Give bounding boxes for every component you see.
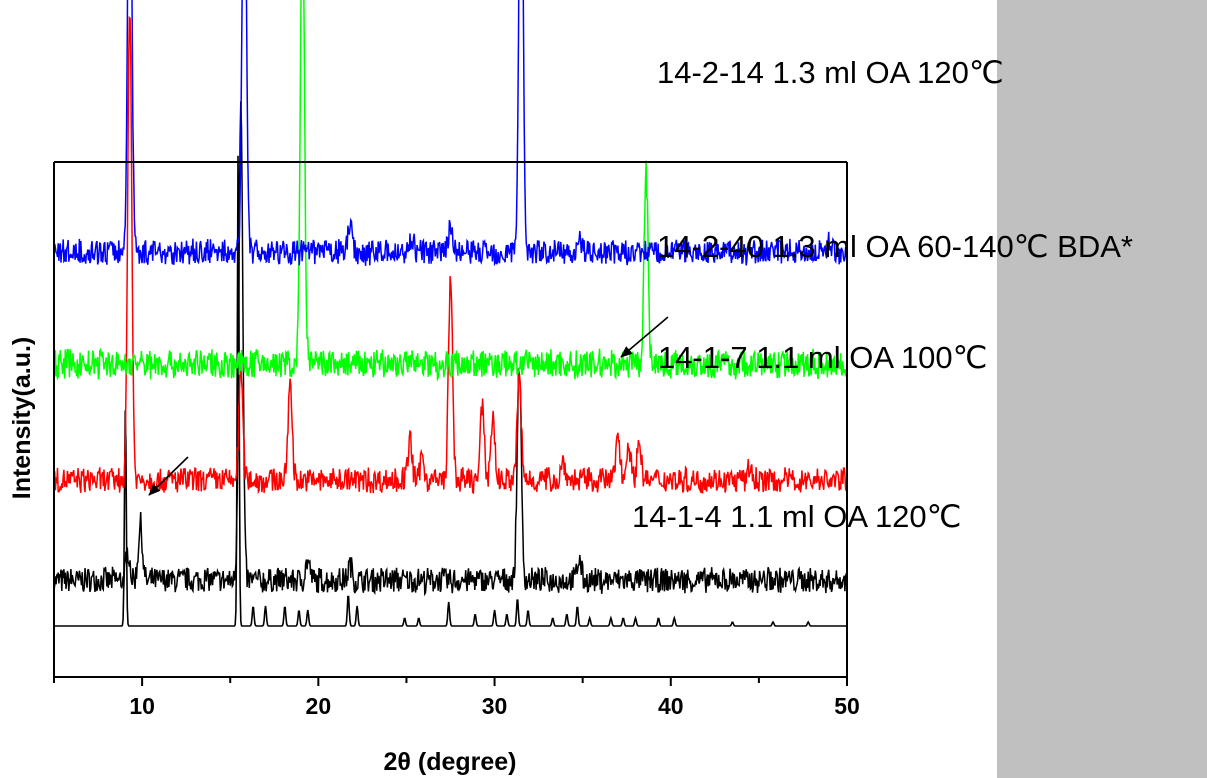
series-line-3 bbox=[53, 101, 848, 597]
series-label-0: 14-2-14 1.3 ml OA 120℃ bbox=[657, 55, 1004, 90]
x-axis: 10 20 30 40 50 bbox=[53, 677, 860, 719]
series-line-2 bbox=[53, 15, 848, 495]
series-label-2: 14-1-7 1.1 ml OA 100℃ bbox=[658, 340, 987, 375]
annotation-arrow-2 bbox=[620, 316, 669, 358]
series-label-1: 14-2-40 1.3 ml OA 60-140℃ BDA* bbox=[657, 229, 1133, 264]
annotation-arrow-1 bbox=[148, 456, 189, 496]
y-axis-title: Intensity(a.u.) bbox=[8, 337, 36, 500]
x-tick-label: 30 bbox=[482, 693, 508, 719]
series-labels: 14-2-14 1.3 ml OA 120℃ 14-2-40 1.3 ml OA … bbox=[632, 55, 1133, 534]
plot-frame bbox=[53, 161, 848, 678]
series-layer bbox=[53, 0, 848, 627]
series-line-0 bbox=[53, 0, 848, 267]
x-tick-label: 40 bbox=[658, 693, 684, 719]
x-tick-label: 20 bbox=[306, 693, 332, 719]
series-line-4 bbox=[54, 155, 847, 627]
x-tick-label: 50 bbox=[834, 693, 860, 719]
annotation-arrows bbox=[148, 316, 669, 496]
side-panel bbox=[997, 0, 1207, 778]
x-tick-label: 10 bbox=[129, 693, 155, 719]
x-axis-title: 2θ (degree) bbox=[384, 748, 517, 776]
series-label-3: 14-1-4 1.1 ml OA 120℃ bbox=[632, 499, 961, 534]
series-line-1 bbox=[53, 0, 848, 382]
